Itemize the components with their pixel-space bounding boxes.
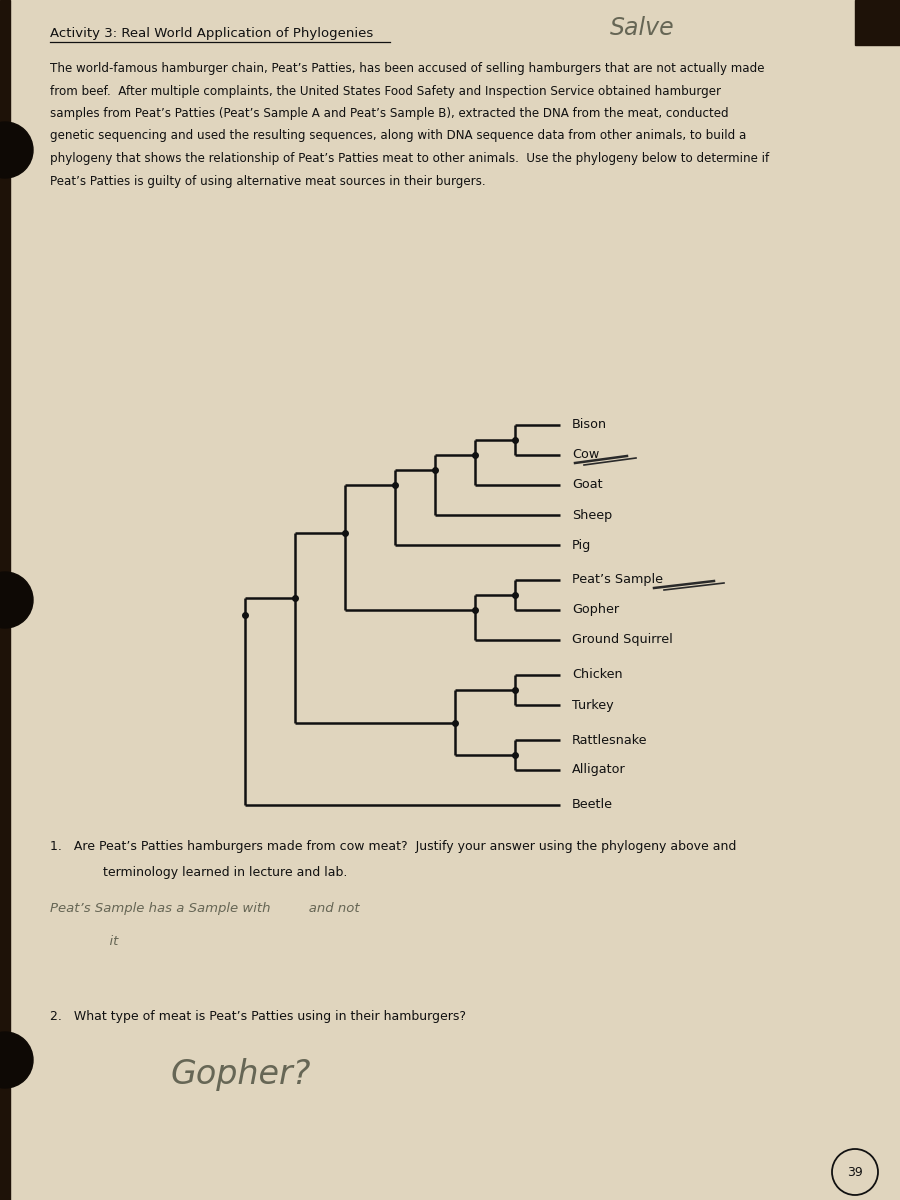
- Text: Beetle: Beetle: [572, 798, 613, 811]
- Text: Activity 3: Real World Application of Phylogenies: Activity 3: Real World Application of Ph…: [50, 26, 373, 40]
- Text: Ground Squirrel: Ground Squirrel: [572, 634, 673, 647]
- Text: Peat’s Patties is guilty of using alternative meat sources in their burgers.: Peat’s Patties is guilty of using altern…: [50, 174, 486, 187]
- Text: phylogeny that shows the relationship of Peat’s Patties meat to other animals.  : phylogeny that shows the relationship of…: [50, 152, 769, 164]
- Text: terminology learned in lecture and lab.: terminology learned in lecture and lab.: [75, 866, 347, 878]
- Text: it: it: [50, 935, 119, 948]
- Text: Sheep: Sheep: [572, 509, 612, 522]
- Text: 2.   What type of meat is Peat’s Patties using in their hamburgers?: 2. What type of meat is Peat’s Patties u…: [50, 1010, 466, 1022]
- Text: Peat’s Sample: Peat’s Sample: [572, 574, 663, 587]
- Circle shape: [0, 572, 33, 628]
- Text: Gopher: Gopher: [572, 604, 619, 617]
- Circle shape: [0, 1032, 33, 1088]
- Circle shape: [0, 122, 33, 178]
- Text: Salve: Salve: [610, 16, 675, 40]
- Text: Turkey: Turkey: [572, 698, 614, 712]
- Bar: [855, 0, 900, 44]
- Text: genetic sequencing and used the resulting sequences, along with DNA sequence dat: genetic sequencing and used the resultin…: [50, 130, 746, 143]
- Text: Bison: Bison: [572, 419, 608, 432]
- Text: Cow: Cow: [572, 449, 599, 462]
- Text: samples from Peat’s Patties (Peat’s Sample A and Peat’s Sample B), extracted the: samples from Peat’s Patties (Peat’s Samp…: [50, 107, 729, 120]
- Text: Chicken: Chicken: [572, 668, 623, 682]
- Text: Alligator: Alligator: [572, 763, 625, 776]
- Text: 39: 39: [847, 1165, 863, 1178]
- Text: Goat: Goat: [572, 479, 603, 492]
- Text: from beef.  After multiple complaints, the United States Food Safety and Inspect: from beef. After multiple complaints, th…: [50, 84, 721, 97]
- Text: Peat’s Sample has a Sample with         and not: Peat’s Sample has a Sample with and not: [50, 902, 360, 914]
- Text: Gopher?: Gopher?: [170, 1058, 310, 1091]
- Bar: [0, 0, 10, 1200]
- Text: 1.   Are Peat’s Patties hamburgers made from cow meat?  Justify your answer usin: 1. Are Peat’s Patties hamburgers made fr…: [50, 840, 736, 853]
- Text: Pig: Pig: [572, 539, 591, 552]
- Text: The world-famous hamburger chain, Peat’s Patties, has been accused of selling ha: The world-famous hamburger chain, Peat’s…: [50, 62, 764, 74]
- Text: Rattlesnake: Rattlesnake: [572, 733, 647, 746]
